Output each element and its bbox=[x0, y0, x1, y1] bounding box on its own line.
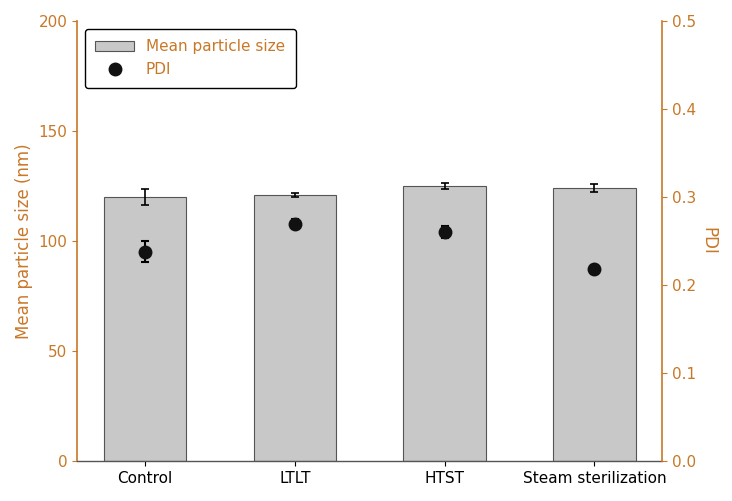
Bar bbox=[104, 197, 186, 461]
Y-axis label: PDI: PDI bbox=[699, 227, 717, 255]
Bar bbox=[253, 195, 336, 461]
Y-axis label: Mean particle size (nm): Mean particle size (nm) bbox=[15, 143, 33, 339]
Bar bbox=[403, 186, 486, 461]
Legend: Mean particle size, PDI: Mean particle size, PDI bbox=[85, 29, 296, 88]
Bar bbox=[553, 188, 635, 461]
